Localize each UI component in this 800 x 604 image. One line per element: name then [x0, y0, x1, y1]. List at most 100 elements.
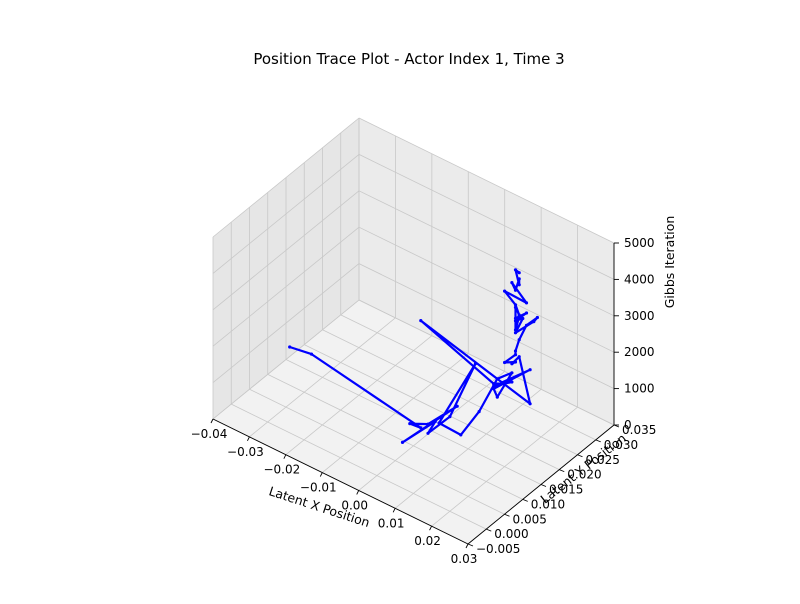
- data-point: [459, 433, 463, 437]
- data-point: [521, 316, 525, 321]
- data-point: [513, 305, 518, 309]
- gridline-z-back: [358, 154, 615, 280]
- gridline-y-floor: [267, 374, 523, 500]
- data-point: [426, 422, 430, 426]
- data-point: [513, 303, 518, 307]
- z-tick-label: 4000: [624, 272, 655, 286]
- data-point: [419, 319, 423, 323]
- series-trace: [288, 268, 540, 444]
- z-axis-label: Gibbs Iteration: [662, 216, 677, 309]
- z-tick-label: 1000: [624, 382, 655, 396]
- data-point: [437, 421, 441, 425]
- data-point: [433, 419, 437, 424]
- data-point: [495, 377, 499, 381]
- y-tick-label: 0.010: [531, 497, 565, 511]
- x-tick-label: −0.04: [191, 427, 228, 441]
- data-point: [510, 362, 514, 366]
- gridlines: [212, 117, 615, 545]
- data-point: [477, 410, 481, 414]
- gridline-y-floor: [231, 403, 487, 530]
- data-point: [517, 283, 521, 287]
- y-tick-mark: [595, 439, 601, 443]
- z-tick-label: 0: [624, 418, 632, 432]
- data-point: [513, 288, 518, 292]
- y-tick-label: 0.035: [622, 423, 656, 437]
- tick-labels: −0.04 −0.03 −0.02−0.01 0.00 0.01 0.02 0.03−0.0…: [191, 236, 657, 566]
- x-tick-mark: [247, 436, 250, 442]
- x-tick-mark: [319, 472, 323, 477]
- data-point: [528, 402, 532, 406]
- data-point: [408, 422, 412, 426]
- data-point: [535, 315, 540, 320]
- x-tick-label: 0.01: [378, 516, 405, 530]
- data-point: [510, 371, 514, 375]
- gridline-y-floor: [322, 329, 578, 456]
- y-tick-label: −0.005: [476, 542, 520, 556]
- data-point: [513, 268, 518, 272]
- gridline-z-side: [212, 299, 360, 420]
- x-tick-mark: [283, 454, 287, 459]
- y-tick-label: 0.030: [604, 438, 638, 452]
- gridline-z-side: [212, 154, 360, 274]
- gridline-y-floor: [304, 344, 560, 470]
- y-tick-mark: [467, 543, 474, 547]
- gridline-z-side: [212, 117, 360, 238]
- data-point: [517, 277, 521, 281]
- data-point: [419, 426, 423, 430]
- data-point: [503, 360, 507, 365]
- data-point: [532, 320, 536, 324]
- data-point: [513, 360, 518, 364]
- y-tick-label: 0.005: [513, 512, 547, 526]
- data-point: [495, 395, 499, 399]
- data-point: [455, 404, 459, 408]
- data-point: [513, 328, 518, 332]
- y-tick-label: 0.015: [549, 483, 583, 497]
- z-tick-label: 5000: [624, 236, 655, 250]
- gridline-y-floor: [249, 388, 505, 515]
- data-point: [448, 415, 452, 419]
- y-tick-mark: [577, 454, 583, 458]
- y-tick-label: 0.020: [567, 468, 601, 482]
- data-point: [426, 431, 430, 435]
- data-point: [473, 362, 478, 366]
- data-point: [524, 301, 529, 305]
- x-tick-mark: [429, 525, 432, 531]
- y-tick-mark: [504, 513, 510, 517]
- y-tick-mark: [486, 528, 492, 532]
- y-tick-mark: [559, 469, 565, 473]
- x-tick-label: 0.03: [451, 552, 478, 566]
- x-tick-label: 0.00: [341, 498, 368, 512]
- gridline-z-side: [212, 190, 360, 311]
- data-point: [528, 368, 532, 372]
- gridline-z-back: [358, 117, 615, 244]
- axis-panes: [213, 118, 614, 544]
- data-point: [517, 338, 521, 342]
- data-point: [309, 352, 314, 356]
- data-point: [513, 349, 518, 353]
- data-point: [513, 316, 518, 320]
- data-point: [513, 353, 518, 357]
- x-tick-mark: [392, 508, 396, 513]
- data-point: [400, 440, 405, 444]
- data-point: [510, 380, 514, 384]
- x-axis-line: [212, 418, 469, 545]
- y-tick-label: 0.025: [586, 453, 620, 467]
- data-point: [517, 355, 521, 359]
- pane-back-wall: [359, 118, 614, 425]
- gridline-z-back: [358, 263, 615, 389]
- gridline-z-side: [212, 263, 360, 383]
- data-point: [524, 323, 529, 327]
- x-tick-label: −0.02: [263, 463, 300, 477]
- data-point: [492, 382, 496, 386]
- y-tick-mark: [522, 498, 528, 502]
- chart-title: Position Trace Plot - Actor Index 1, Tim…: [253, 50, 564, 68]
- data-point: [492, 384, 496, 388]
- data-point: [510, 281, 514, 285]
- gridline-z-back: [358, 190, 615, 317]
- data-point: [517, 271, 521, 275]
- gridline-z-side: [212, 226, 360, 347]
- data-point: [503, 289, 507, 293]
- series-line: [288, 268, 539, 444]
- y-tick-label: 0.000: [494, 527, 528, 541]
